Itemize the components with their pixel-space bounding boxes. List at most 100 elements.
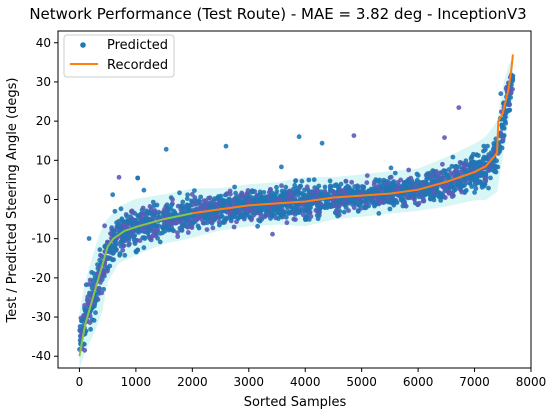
predicted-point [111,228,117,234]
predicted-point [148,206,154,212]
predicted-point [349,189,355,194]
predicted-point [231,224,237,230]
predicted-point [198,202,204,208]
predicted-point [189,198,194,204]
predicted-point [426,190,432,196]
predicted-point [296,134,302,140]
predicted-point [469,175,475,180]
predicted-point [144,208,150,214]
predicted-point [444,173,449,179]
predicted-point [154,223,160,229]
chart-title: Network Performance (Test Route) - MAE =… [29,5,526,23]
predicted-point [471,159,476,165]
predicted-point [233,190,239,196]
y-tick-label: -30 [31,310,51,324]
predicted-point [168,220,173,226]
predicted-point [486,166,492,172]
y-tick-label: 0 [43,193,51,207]
recorded-line-main [192,54,514,215]
predicted-point [298,183,304,189]
predicted-point [448,170,454,176]
predicted-point [307,194,313,200]
predicted-point [449,194,455,200]
legend-label-predicted: Predicted [107,38,168,53]
predicted-point [428,196,433,202]
predicted-point [481,148,486,154]
predicted-point [352,201,358,207]
predicted-point [293,217,298,223]
predicted-point [381,195,387,201]
predicted-point [180,199,186,205]
predicted-point [90,278,96,283]
predicted-point [255,223,260,229]
predicted-point [232,211,238,217]
predicted-point [106,256,112,261]
predicted-point [98,252,103,258]
predicted-point [338,181,344,187]
predicted-point [347,197,353,203]
predicted-point [134,238,140,243]
predicted-point [465,167,471,173]
predicted-point [442,195,448,201]
legend-label-recorded: Recorded [107,58,168,73]
predicted-point [142,217,147,223]
predicted-point [115,222,121,228]
predicted-point [258,213,264,219]
predicted-point [508,90,514,96]
predicted-point [420,181,426,187]
predicted-point [299,178,305,184]
predicted-point [157,231,163,236]
predicted-point [105,265,110,271]
predicted-point [204,202,210,207]
predicted-point [135,247,141,253]
predicted-point [227,188,233,194]
x-tick-label: 7000 [459,375,490,389]
predicted-point [236,215,241,220]
predicted-point [247,215,253,220]
predicted-point [349,179,355,185]
predicted-point [127,214,133,220]
predicted-point [140,235,146,241]
predicted-point [204,227,210,233]
predicted-point [198,194,204,200]
predicted-point [184,216,190,222]
predicted-point [170,227,176,233]
predicted-point [102,223,107,229]
predicted-point [300,196,305,201]
predicted-point [393,199,398,205]
predicted-point [458,181,464,187]
predicted-point [378,184,384,190]
predicted-point [463,162,469,168]
predicted-point [369,198,375,204]
predicted-point [453,186,458,192]
predicted-point [219,213,224,219]
predicted-point [407,192,413,198]
predicted-point [364,180,370,186]
predicted-point [425,171,430,177]
predicted-point [420,190,426,196]
predicted-point [503,114,508,120]
predicted-point [401,180,407,186]
predicted-point [287,189,293,195]
predicted-point [351,205,357,211]
predicted-point [429,173,435,178]
predicted-point [450,154,456,160]
predicted-point [224,215,230,221]
predicted-point [460,165,466,171]
predicted-point [210,225,216,231]
predicted-point [500,136,506,142]
predicted-point [110,192,116,198]
predicted-point [169,202,175,208]
predicted-point [318,191,324,197]
y-tick-label: -10 [31,232,51,246]
predicted-point [101,286,106,292]
predicted-point [170,197,175,202]
predicted-point [113,247,119,253]
predicted-point [343,178,349,184]
x-tick-label: 0 [76,375,84,389]
predicted-point [262,194,268,200]
predicted-point [355,184,360,190]
predicted-point [135,227,140,233]
predicted-point [430,178,436,184]
predicted-point [126,241,132,247]
